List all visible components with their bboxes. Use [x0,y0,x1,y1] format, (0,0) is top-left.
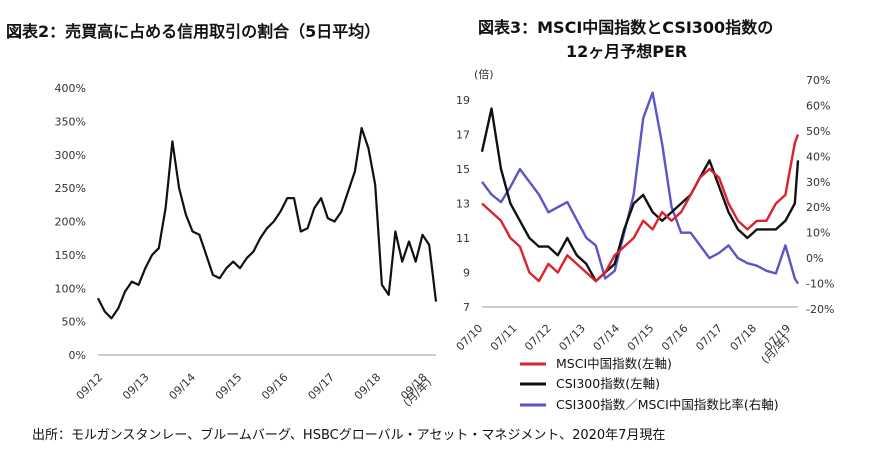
fig3-ytick-right-label: 50% [806,125,830,138]
fig3-ytick-left-label: 15 [456,163,470,176]
fig2-ytick-label: 200% [55,216,86,229]
chart-title-fig2: 図表2：売買高に占める信用取引の割合（5日平均） [6,22,381,41]
fig3-ytick-left-label: 17 [456,129,470,142]
fig2-xtick-label: 09/13 [120,371,152,403]
fig3-series-line [480,107,800,283]
fig3-legend-label: CSI300指数(左軸) [556,376,660,391]
fig3-ytick-right-label: 70% [806,74,830,87]
fig3-ytick-right-label: -20% [806,303,834,316]
fig3-xtick-label: 07/14 [591,322,623,354]
fig2-xtick-label: 09/15 [213,371,245,403]
fig3-xtick-label: 07/16 [659,322,691,354]
fig2-xtick-label: 09/18 [352,371,384,403]
fig3-legend-label: CSI300指数／MSCI中国指数比率(右軸) [556,397,779,412]
fig3-xtick-label: 07/10 [454,322,486,354]
fig2-xtick-label: 09/12 [74,371,106,403]
fig3-ytick-left-label: 7 [463,301,470,314]
fig2-xtick-label: 09/17 [305,371,337,403]
fig3-y-axis-label: (倍) [474,67,494,81]
fig3-xtick-label: 07/18 [727,322,759,354]
chart-title-fig3-line1: 図表3：MSCI中国指数とCSI300指数の [478,18,774,37]
fig2-ytick-label: 350% [55,115,86,128]
fig3-ytick-left-label: 11 [456,232,470,245]
fig3-ytick-left-label: 9 [463,267,470,280]
fig3-xtick-label: 07/15 [625,322,657,354]
fig3-ytick-right-label: 20% [806,201,830,214]
fig2-series-line [97,127,438,320]
fig3-xtick-label: 07/11 [488,322,520,354]
fig3-ytick-right-label: 40% [806,150,830,163]
fig3-ytick-left-label: 13 [456,198,470,211]
fig2-ytick-label: 50% [62,316,86,329]
fig3-ytick-right-label: -10% [806,278,834,291]
fig2-ytick-label: 300% [55,149,86,162]
fig3-xtick-label: 07/17 [693,322,725,354]
fig3-ytick-right-label: 30% [806,176,830,189]
fig3-legend-label: MSCI中国指数(左軸) [556,356,672,371]
fig3-series-line [481,91,800,285]
fig2-ytick-label: 250% [55,182,86,195]
chart-title-fig3-line2: 12ヶ月予想PER [566,42,688,61]
fig3-ytick-right-label: 60% [806,99,830,112]
fig3-ytick-right-label: 0% [806,252,823,265]
fig3-series-line [481,134,800,283]
source-note: 出所：モルガンスタンレー、ブルームバーグ、HSBCグローバル・アセット・マネジメ… [32,428,666,443]
fig2-xtick-label: 09/16 [259,371,291,403]
fig3-xtick-label: 07/12 [522,322,554,354]
fig3-xtick-label: 07/13 [556,322,588,354]
fig3-ytick-right-label: 10% [806,227,830,240]
fig2-ytick-label: 100% [55,282,86,295]
fig2-xtick-label: 09/14 [166,371,198,403]
fig3-ytick-left-label: 19 [456,94,470,107]
fig2-ytick-label: 400% [55,82,86,95]
fig2-ytick-label: 150% [55,249,86,262]
fig2-ytick-label: 0% [69,349,86,362]
